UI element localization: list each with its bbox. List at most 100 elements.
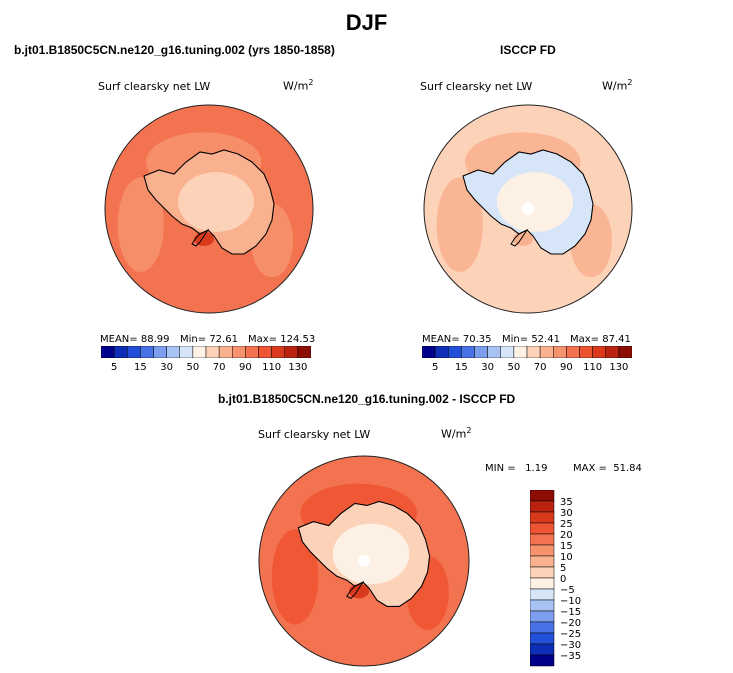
colorbar-tick-label: −5	[560, 585, 575, 596]
colorbar-swatch	[530, 643, 555, 656]
colorbar-tick-label: 25	[560, 519, 573, 530]
right-variable-label: Surf clearsky net LW	[420, 80, 533, 93]
colorbar-swatch	[530, 588, 555, 601]
colorbar-tick-label: 30	[481, 362, 494, 373]
ocean-band	[271, 529, 319, 625]
colorbar-tick-label: 10	[560, 552, 573, 563]
ocean-band	[436, 177, 483, 272]
coastal-hotspot	[194, 232, 214, 246]
left-min-stat: Min= 72.61	[180, 334, 238, 345]
colorbar-tick-label: 130	[609, 362, 629, 373]
colorbar-tick-label: −30	[560, 640, 581, 651]
left-polar-map	[104, 104, 314, 314]
colorbar-tick-label: 5	[431, 362, 439, 373]
right-polar-map	[423, 104, 633, 314]
ocean-band	[117, 177, 164, 272]
colorbar-tick-label: 0	[560, 574, 566, 585]
colorbar-swatch	[530, 511, 555, 524]
continent-interior	[178, 172, 254, 232]
right-mean-stat: MEAN= 70.35	[422, 334, 492, 345]
colorbar-swatch	[530, 500, 555, 513]
right-max-stat: Max= 87.41	[570, 334, 631, 345]
colorbar-swatch	[618, 346, 632, 358]
colorbar-swatch	[218, 346, 233, 358]
left-mean-stat: MEAN= 88.99	[100, 334, 170, 345]
left-panel-title: b.jt01.B1850C5CN.ne120_g16.tuning.002 (y…	[14, 43, 335, 57]
diff-max-stat: MAX = 51.84	[573, 463, 642, 474]
colorbar-swatch	[530, 522, 555, 535]
colorbar-swatch	[530, 577, 555, 590]
colorbar-swatch	[566, 346, 580, 358]
colorbar-tick-label: 50	[507, 362, 521, 373]
colorbar-swatch	[530, 621, 555, 634]
colorbar-swatch	[232, 346, 246, 358]
colorbar-swatch	[179, 346, 194, 358]
colorbar-tick-label: 70	[533, 362, 547, 373]
colorbar-swatch	[166, 346, 180, 358]
colorbar-swatch	[530, 599, 555, 612]
right-map-content	[424, 105, 632, 313]
colorbar-swatch	[434, 346, 449, 358]
left-map-content	[105, 105, 313, 313]
colorbar-swatch	[592, 346, 606, 358]
colorbar-swatch	[530, 654, 555, 667]
diff-variable-label: Surf clearsky net LW	[258, 428, 371, 441]
colorbar-swatch	[530, 544, 555, 557]
left-variable-label: Surf clearsky net LW	[98, 80, 211, 93]
colorbar-tick-label: 30	[160, 362, 173, 373]
colorbar-swatch	[553, 346, 567, 358]
colorbar-tick-label: −25	[560, 629, 581, 640]
map-boundary	[423, 104, 633, 314]
right-units-label: W/m2	[602, 78, 633, 93]
colorbar-tick-label: 15	[455, 362, 468, 373]
colorbar-tick-label: 90	[239, 362, 252, 373]
peninsula-coastline	[346, 580, 365, 599]
colorbar-swatch	[526, 346, 541, 358]
colorbar-tick-label: 5	[560, 563, 566, 574]
colorbar-swatch	[448, 346, 462, 358]
pole-gap	[357, 554, 371, 568]
colorbar-tick-label: 30	[560, 508, 573, 519]
colorbar-tick-label: 90	[560, 362, 573, 373]
colorbar-tick-label: −35	[560, 651, 581, 662]
diff-min-stat: MIN = 1.19	[485, 463, 548, 474]
continent-interior	[332, 523, 410, 585]
map-boundary	[104, 104, 314, 314]
colorbar-swatch	[422, 346, 436, 358]
peninsula-coastline	[510, 228, 529, 247]
colorbar-swatch	[539, 346, 554, 358]
colorbar-tick-label: 110	[262, 362, 282, 373]
colorbar-swatch	[101, 346, 115, 358]
colorbar-tick-label: 70	[212, 362, 226, 373]
colorbar-swatch	[530, 632, 555, 645]
peninsula-coastline	[191, 228, 210, 247]
colorbar-tick-label: 130	[288, 362, 308, 373]
coastline	[143, 149, 275, 255]
colorbar-swatch	[530, 555, 555, 568]
diff-units-label: W/m2	[441, 426, 472, 441]
colorbar-swatch	[605, 346, 620, 358]
colorbar-swatch	[192, 346, 207, 358]
colorbar-swatch	[258, 346, 272, 358]
diff-panel-title: b.jt01.B1850C5CN.ne120_g16.tuning.002 - …	[218, 392, 516, 406]
colorbar-tick-label: 35	[560, 497, 573, 508]
diff-map-content	[259, 456, 469, 666]
diff-polar-map	[258, 455, 470, 667]
map-boundary	[258, 455, 470, 667]
colorbar-tick-label: −10	[560, 596, 581, 607]
continent-interior	[497, 172, 573, 232]
colorbar-swatch	[530, 566, 555, 579]
colorbar-swatch	[205, 346, 220, 358]
colorbar-swatch	[487, 346, 501, 358]
colorbar-swatch	[461, 346, 475, 358]
colorbar-swatch	[579, 346, 593, 358]
colorbar-swatch	[500, 346, 515, 358]
left-colorbar	[101, 346, 311, 358]
colorbar-swatch	[127, 346, 141, 358]
coastline	[297, 500, 431, 607]
pole-gap	[522, 203, 534, 215]
left-max-stat: Max= 124.53	[248, 334, 316, 345]
colorbar-swatch	[297, 346, 311, 358]
right-colorbar	[422, 346, 632, 358]
